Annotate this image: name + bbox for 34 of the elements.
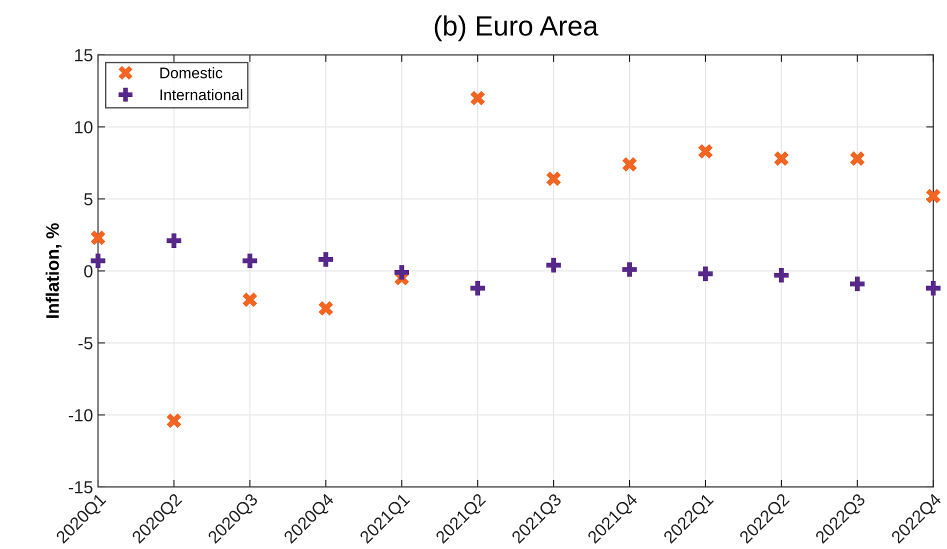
point [242, 292, 258, 308]
point [698, 266, 713, 282]
point [622, 157, 637, 172]
chart-title: (b) Euro Area [434, 15, 598, 42]
point [546, 258, 561, 272]
point [546, 171, 561, 186]
point [242, 254, 258, 268]
y-tick-label: -10 [68, 409, 92, 422]
point [698, 144, 713, 159]
point [166, 233, 182, 248]
legend-label: Domestic [160, 67, 222, 78]
point [318, 252, 334, 267]
point [774, 268, 789, 283]
point [774, 151, 789, 166]
y-tick-label: -5 [78, 337, 92, 350]
point [90, 254, 106, 268]
point [926, 280, 941, 296]
legend-label: International [160, 89, 242, 100]
point [166, 413, 182, 428]
point [622, 262, 637, 277]
point [926, 188, 941, 204]
point [470, 280, 485, 296]
y-tick-label: 10 [75, 121, 92, 134]
point [318, 301, 334, 316]
point [850, 151, 865, 166]
point [470, 90, 485, 106]
y-tick-label: -15 [68, 481, 92, 494]
point [90, 230, 106, 246]
point [394, 265, 410, 280]
y-axis-title: Inflation, % [46, 223, 62, 318]
y-tick-label: 0 [84, 265, 92, 278]
y-tick-label: 5 [84, 193, 92, 206]
point [850, 276, 865, 292]
y-tick-label: 15 [75, 49, 92, 62]
